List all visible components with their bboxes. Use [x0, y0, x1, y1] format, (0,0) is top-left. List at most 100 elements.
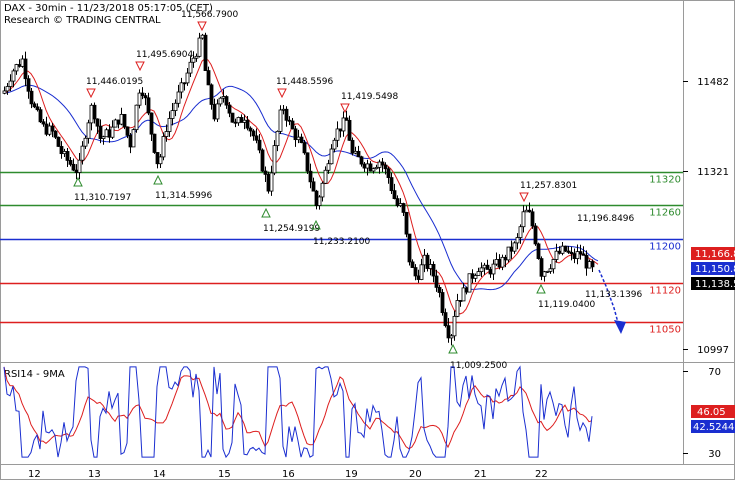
candle-body [107, 129, 112, 138]
candle-body [2, 90, 7, 94]
candle-body [164, 131, 169, 137]
level-label-11120: 11120 [649, 286, 681, 297]
candle-body [491, 263, 496, 275]
candle-body [383, 164, 388, 170]
candle-body [308, 170, 313, 183]
candle-body [212, 104, 217, 120]
rsi-ma-tag: 46.05 [697, 407, 726, 418]
candle-body [431, 263, 436, 277]
candle-body [188, 61, 193, 74]
candle-body [287, 119, 292, 122]
candle-body [257, 139, 262, 151]
candle-body [128, 134, 133, 148]
candle-body [428, 263, 433, 269]
candle-body [467, 273, 472, 293]
candle-body [437, 287, 442, 293]
candle-body [23, 58, 28, 80]
rsi-tick-70: 70 [708, 367, 721, 378]
candle-body [56, 136, 61, 147]
candle-body [176, 91, 181, 104]
candle-body [185, 72, 190, 84]
candle-body [560, 245, 565, 254]
candle-body [389, 177, 394, 192]
projection-arrow [598, 269, 626, 334]
rsi-tag: 42.5244 [693, 422, 734, 433]
candle-body [380, 161, 385, 166]
support-resistance-levels: 11320 11260 11200 11120 11050 [0, 171, 683, 336]
candle-body [482, 264, 487, 269]
annotation-11419: 11,419.5498 [341, 92, 399, 102]
candle-body [293, 128, 298, 141]
candle-body [557, 250, 562, 254]
candle-body [209, 84, 214, 105]
candle-body [524, 209, 529, 213]
level-label-11320: 11320 [649, 175, 681, 186]
candle-body [512, 242, 517, 252]
candle-body [233, 121, 238, 124]
candle-body [353, 150, 358, 154]
candle-body [347, 119, 352, 141]
candle-body [341, 117, 346, 132]
time-tick-22: 22 [535, 469, 548, 480]
candle-body [32, 103, 37, 108]
candle-body [470, 273, 475, 279]
price-tag-ma-fast: 11,166.8 [695, 249, 735, 260]
candle-body [200, 34, 205, 39]
candle-body [527, 209, 532, 213]
candle-body [326, 163, 331, 171]
time-tick-12: 12 [28, 469, 41, 480]
candle-body [167, 118, 172, 132]
candle-body [83, 137, 88, 147]
candle-body [194, 55, 199, 59]
candle-body [14, 64, 19, 72]
candle-body [137, 92, 142, 106]
candle-body [71, 163, 76, 171]
candle-body [566, 250, 571, 253]
annotation-11310: 11,310.7197 [74, 193, 131, 203]
price-tick-11482: 11482 [697, 77, 729, 88]
candle-body [92, 104, 97, 120]
candle-body [374, 166, 379, 170]
candle-body [206, 70, 211, 86]
candle-body [377, 161, 382, 168]
candle-body [5, 86, 10, 92]
candle-body [263, 170, 268, 175]
candle-body [359, 156, 364, 165]
candle-body [89, 104, 94, 124]
high-marker-11419 [340, 103, 350, 114]
annotation-11446: 11,446.0195 [86, 77, 143, 87]
candle-body [152, 133, 157, 153]
level-label-11200: 11200 [649, 242, 681, 253]
rsi-ma-tag-box [691, 405, 735, 418]
candle-body [173, 102, 178, 111]
candle-body [179, 82, 184, 93]
candle-body [35, 106, 40, 111]
annotation-11009: 11,009.2500 [450, 361, 508, 371]
candle-body [452, 315, 457, 337]
candle-body [422, 254, 427, 266]
candle-body [20, 58, 25, 67]
candle-body [125, 126, 130, 136]
candle-body [572, 253, 577, 259]
candle-body [386, 168, 391, 178]
candle-body [119, 113, 124, 125]
candle-body [77, 159, 82, 173]
candle-body [296, 136, 301, 141]
candle-body [548, 268, 553, 272]
time-tick-16: 16 [282, 469, 295, 480]
low-marker-11009 [448, 343, 458, 354]
annotation-11257: 11,257.8301 [520, 181, 577, 191]
time-axis: 12 13 14 15 16 19 20 21 22 [28, 469, 548, 480]
candle-body [116, 119, 121, 125]
time-tick-14: 14 [153, 469, 166, 480]
candle-body [344, 117, 349, 121]
candle-body [371, 168, 376, 172]
candle-body [554, 250, 559, 260]
candle-body [398, 203, 403, 207]
candle-body [551, 259, 556, 270]
candle-body [542, 271, 547, 277]
rsi-tag-box [691, 420, 735, 433]
candle-body [365, 163, 370, 169]
candle-body [266, 173, 271, 192]
moving-average-fast [3, 58, 599, 315]
